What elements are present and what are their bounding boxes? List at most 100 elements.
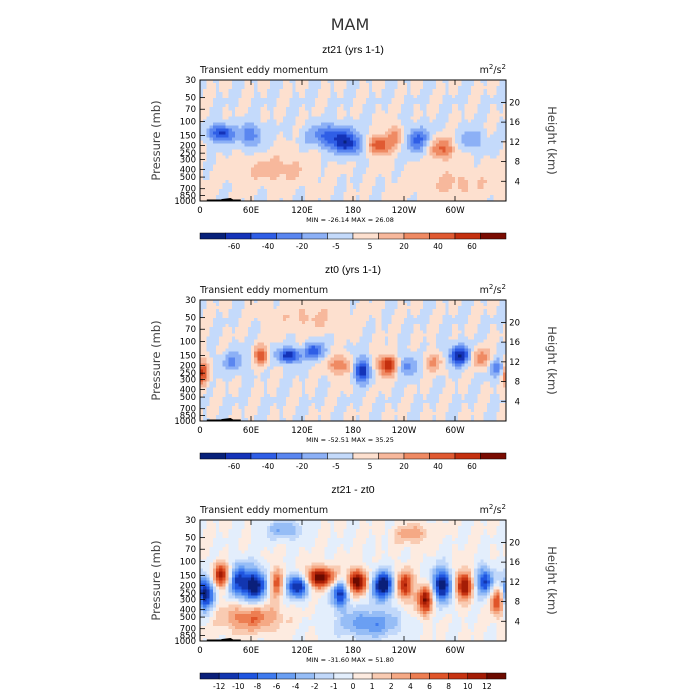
contour-cell	[273, 194, 277, 199]
contour-cell	[308, 324, 312, 328]
contour-cell	[461, 158, 465, 163]
contour-cell	[496, 188, 501, 193]
contour-cell	[311, 110, 316, 114]
contour-cell	[241, 315, 246, 319]
contour-cell	[423, 191, 427, 196]
contour-cell	[467, 176, 472, 181]
contour-cell	[212, 188, 217, 193]
contour-cell	[365, 330, 370, 334]
contour-cell	[263, 80, 268, 84]
contour-cell	[286, 134, 290, 138]
contour-cell	[235, 80, 239, 84]
contour-cell	[314, 321, 319, 325]
x-tick-label: 120E	[291, 206, 313, 216]
contour-cell	[413, 321, 418, 325]
contour-cell	[451, 143, 456, 147]
contour-cell	[292, 101, 297, 105]
contour-cell	[333, 92, 338, 96]
contour-cell	[270, 315, 274, 319]
contour-cell	[343, 92, 348, 96]
contour-cell	[215, 324, 220, 328]
contour-cell	[451, 113, 456, 117]
contour-cell	[499, 309, 504, 313]
contour-cell	[225, 92, 230, 96]
contour-cell	[308, 179, 312, 184]
contour-cell	[203, 197, 207, 202]
contour-cell	[273, 128, 277, 132]
contour-cell	[209, 303, 214, 307]
contour-cell	[381, 80, 386, 84]
contour-cell	[308, 104, 312, 108]
contour-cell	[251, 107, 255, 111]
contour-cell	[372, 98, 376, 102]
contour-cell	[394, 107, 399, 111]
contour-cell	[219, 330, 223, 334]
contour-cell	[474, 300, 478, 304]
contour-cell	[381, 324, 386, 328]
contour-cell	[349, 98, 354, 102]
contour-cell	[311, 306, 316, 310]
contour-cell	[231, 333, 236, 337]
contour-cell	[257, 185, 261, 190]
contour-cell	[470, 185, 475, 190]
contour-cell	[353, 194, 357, 199]
contour-cell	[298, 116, 303, 120]
contour-cell	[305, 116, 309, 120]
contour-cell	[455, 146, 459, 150]
contour-cell	[209, 182, 214, 187]
contour-cell	[266, 188, 271, 193]
contour-cell	[445, 98, 450, 102]
contour-cell	[263, 321, 268, 325]
contour-cell	[419, 110, 424, 114]
contour-cell	[260, 149, 265, 153]
contour-cell	[413, 158, 418, 163]
contour-cell	[235, 155, 239, 160]
contour-cell	[321, 92, 325, 96]
contour-cell	[292, 158, 297, 163]
contour-cell	[448, 128, 453, 132]
contour-cell	[260, 128, 265, 132]
contour-cell	[289, 194, 293, 199]
contour-cell	[419, 143, 424, 147]
contour-cell	[474, 191, 478, 196]
contour-cell	[490, 303, 494, 307]
contour-cell	[333, 179, 338, 184]
contour-cell	[317, 116, 322, 120]
contour-cell	[286, 140, 290, 144]
contour-cell	[247, 128, 252, 132]
contour-cell	[394, 86, 399, 90]
contour-cell	[228, 176, 233, 181]
contour-cell	[474, 146, 478, 150]
contour-cell	[384, 122, 389, 126]
contour-cell	[321, 152, 325, 157]
y-tick-label: 400	[180, 165, 196, 175]
contour-cell	[200, 321, 204, 325]
x-tick-label: 0	[197, 206, 202, 216]
contour-cell	[419, 164, 424, 169]
contour-cell	[219, 300, 223, 304]
contour-cell	[314, 161, 319, 166]
contour-cell	[372, 176, 376, 181]
contour-cell	[222, 315, 226, 319]
contour-cell	[490, 300, 494, 304]
contour-cell	[308, 321, 312, 325]
colorbar-label: -40	[262, 242, 274, 251]
contour-cell	[356, 131, 360, 135]
contour-cell	[410, 80, 414, 84]
contour-cell	[219, 137, 223, 141]
contour-cell	[353, 104, 357, 108]
contour-cell	[502, 98, 507, 102]
contour-cell	[448, 89, 453, 93]
contour-cell	[493, 80, 497, 84]
contour-cell	[212, 86, 217, 90]
contour-cell	[333, 125, 338, 129]
contour-cell	[496, 324, 501, 328]
contour-cell	[407, 173, 411, 178]
contour-cell	[480, 194, 485, 199]
contour-cell	[416, 83, 421, 87]
contour-cell	[295, 170, 300, 175]
contour-cell	[203, 119, 207, 123]
contour-cell	[349, 197, 354, 202]
contour-field	[200, 300, 507, 422]
contour-cell	[493, 110, 497, 114]
